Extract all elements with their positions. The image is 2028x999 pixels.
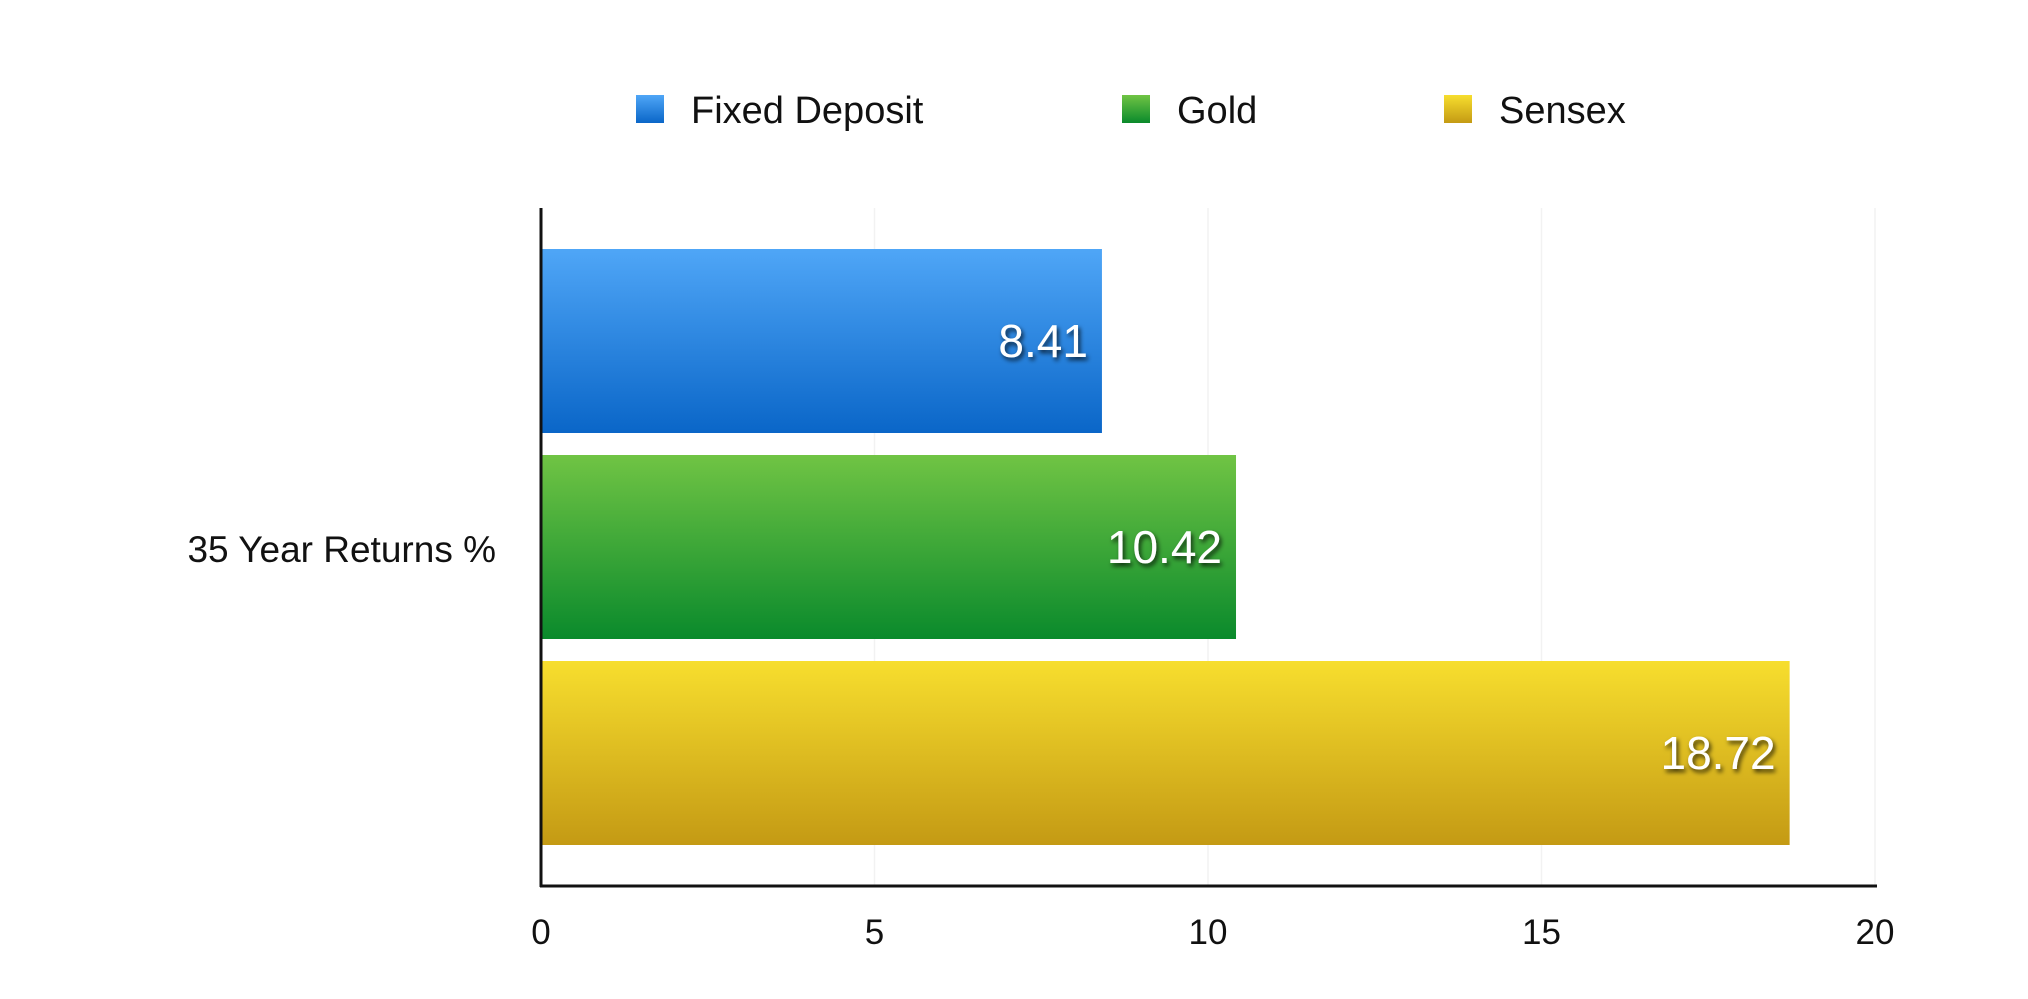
x-tick-label-5: 5 bbox=[865, 913, 884, 952]
x-tick-label-10: 10 bbox=[1189, 913, 1228, 952]
bar-gold bbox=[541, 455, 1237, 639]
legend-label-sensex: Sensex bbox=[1499, 90, 1626, 132]
legend-swatch-gold bbox=[1122, 95, 1150, 123]
data-label-fixed-deposit: 8.41 bbox=[998, 315, 1088, 367]
legend-swatch-sensex bbox=[1444, 95, 1472, 123]
legend: Fixed Deposit Gold Sensex bbox=[636, 90, 1626, 132]
x-tick-label-15: 15 bbox=[1522, 913, 1561, 952]
axes bbox=[539, 208, 1877, 888]
x-tick-label-0: 0 bbox=[531, 913, 550, 952]
x-tick-label-20: 20 bbox=[1856, 913, 1895, 952]
legend-label-fixed-deposit: Fixed Deposit bbox=[691, 90, 924, 132]
data-label-sensex: 18.72 bbox=[1660, 727, 1775, 779]
data-label-gold: 10.42 bbox=[1107, 521, 1222, 573]
bars bbox=[541, 249, 1790, 845]
bar-sensex bbox=[541, 661, 1790, 845]
bar-fixed-deposit bbox=[541, 249, 1102, 433]
data-labels: 8.41 10.42 18.72 bbox=[998, 315, 1775, 779]
y-axis-categories: 35 Year Returns % bbox=[187, 529, 496, 570]
legend-swatch-fixed-deposit bbox=[636, 95, 664, 123]
category-label: 35 Year Returns % bbox=[187, 529, 496, 570]
legend-label-gold: Gold bbox=[1177, 90, 1257, 132]
x-axis-ticks: 0 5 10 15 20 bbox=[531, 913, 1894, 952]
